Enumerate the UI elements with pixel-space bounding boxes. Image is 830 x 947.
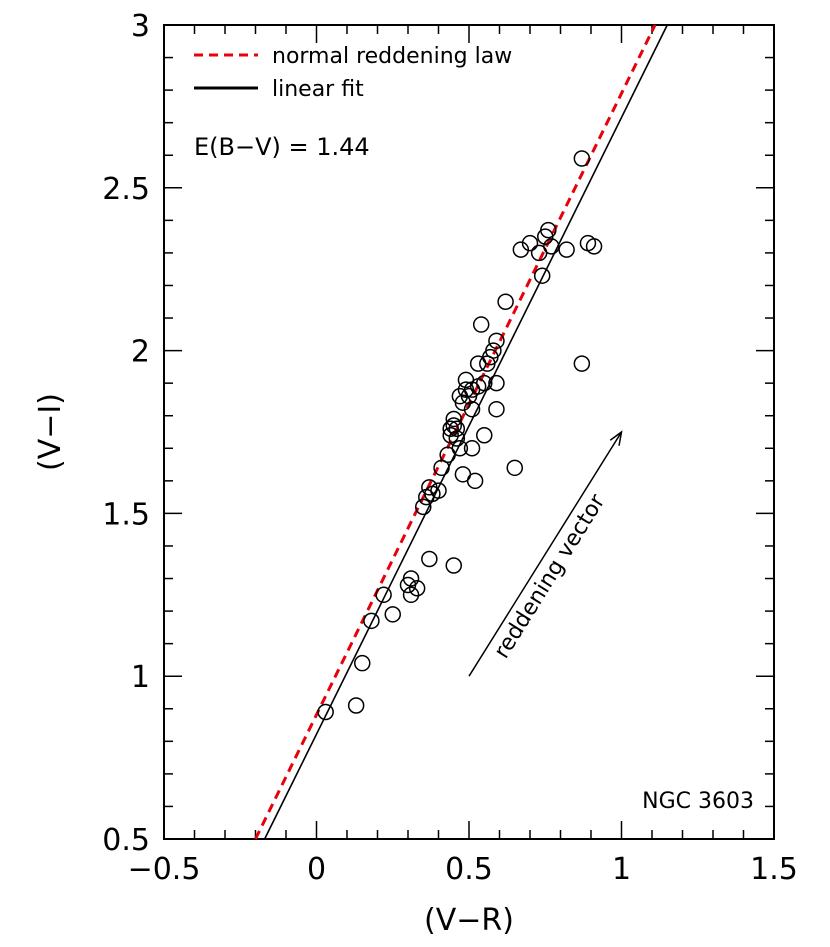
x-tick-label: 0: [307, 852, 326, 887]
data-point: [445, 410, 462, 428]
data-point: [472, 316, 490, 333]
data-point: [497, 293, 514, 311]
data-point: [558, 241, 575, 258]
y-tick-label: 2: [131, 335, 150, 370]
data-point: [448, 420, 466, 437]
data-point: [363, 612, 380, 630]
data-point: [573, 355, 591, 372]
data-point: [445, 417, 462, 434]
x-tick-label: −0.5: [128, 852, 201, 887]
data-point: [466, 472, 484, 490]
data-point: [512, 241, 530, 258]
legend: normal reddening law linear fit: [194, 44, 512, 102]
data-point: [488, 374, 505, 392]
data-point: [521, 234, 539, 252]
data-point: [354, 654, 371, 672]
x-tick-label: 1: [612, 852, 631, 887]
data-point: [476, 427, 493, 444]
data-point: [543, 238, 560, 255]
linear-fit-line: [263, 24, 668, 840]
data-point: [430, 482, 447, 499]
data-point: [488, 332, 505, 350]
data-point: [402, 570, 420, 587]
data-point: [448, 430, 466, 447]
cluster-label: NGC 3603: [642, 789, 754, 814]
x-tick-label: 1.5: [750, 852, 798, 887]
data-point: [445, 557, 462, 574]
legend-label-normal-reddening-law: normal reddening law: [272, 44, 512, 69]
y-tick-label: 0.5: [102, 823, 150, 858]
data-point: [451, 440, 469, 457]
data-point: [485, 342, 502, 359]
x-axis-title: (V−R): [424, 903, 514, 938]
axis-ticks: [163, 24, 775, 840]
data-point: [421, 550, 438, 568]
data-point: [506, 459, 523, 477]
legend-label-linear-fit: linear fit: [272, 77, 364, 102]
data-point: [463, 400, 481, 418]
data-point: [573, 150, 591, 167]
data-point: [415, 498, 432, 516]
data-point: [463, 440, 481, 457]
data-point: [384, 606, 401, 623]
axis-tick-labels: −0.5 0 0.5 1 1.5 0.5 1 1.5 2 2.5 3: [102, 9, 798, 887]
data-point: [533, 267, 551, 284]
reddening-annotation: E(B−V) = 1.44: [194, 133, 370, 161]
data-point: [408, 580, 426, 597]
reddening-vector-arrow: [468, 431, 623, 677]
data-point: [347, 697, 365, 714]
reddening-vector-label: reddening vector: [489, 489, 610, 663]
y-tick-label: 1: [131, 660, 150, 695]
y-tick-label: 2.5: [102, 172, 150, 207]
data-point: [442, 420, 459, 437]
x-tick-label: 0.5: [445, 852, 493, 887]
data-point: [488, 400, 505, 418]
data-point: [540, 221, 557, 239]
y-tick-label: 3: [131, 9, 150, 44]
data-point: [469, 355, 487, 372]
y-axis-title: (V−I): [33, 393, 68, 471]
data-point: [375, 586, 392, 604]
data-point: [317, 703, 334, 721]
reddening-vector-arrowhead: [609, 430, 623, 446]
data-point: [476, 374, 493, 392]
data-point: [585, 238, 603, 255]
data-points: [317, 150, 603, 721]
data-point: [402, 586, 420, 604]
y-tick-label: 1.5: [102, 497, 150, 532]
